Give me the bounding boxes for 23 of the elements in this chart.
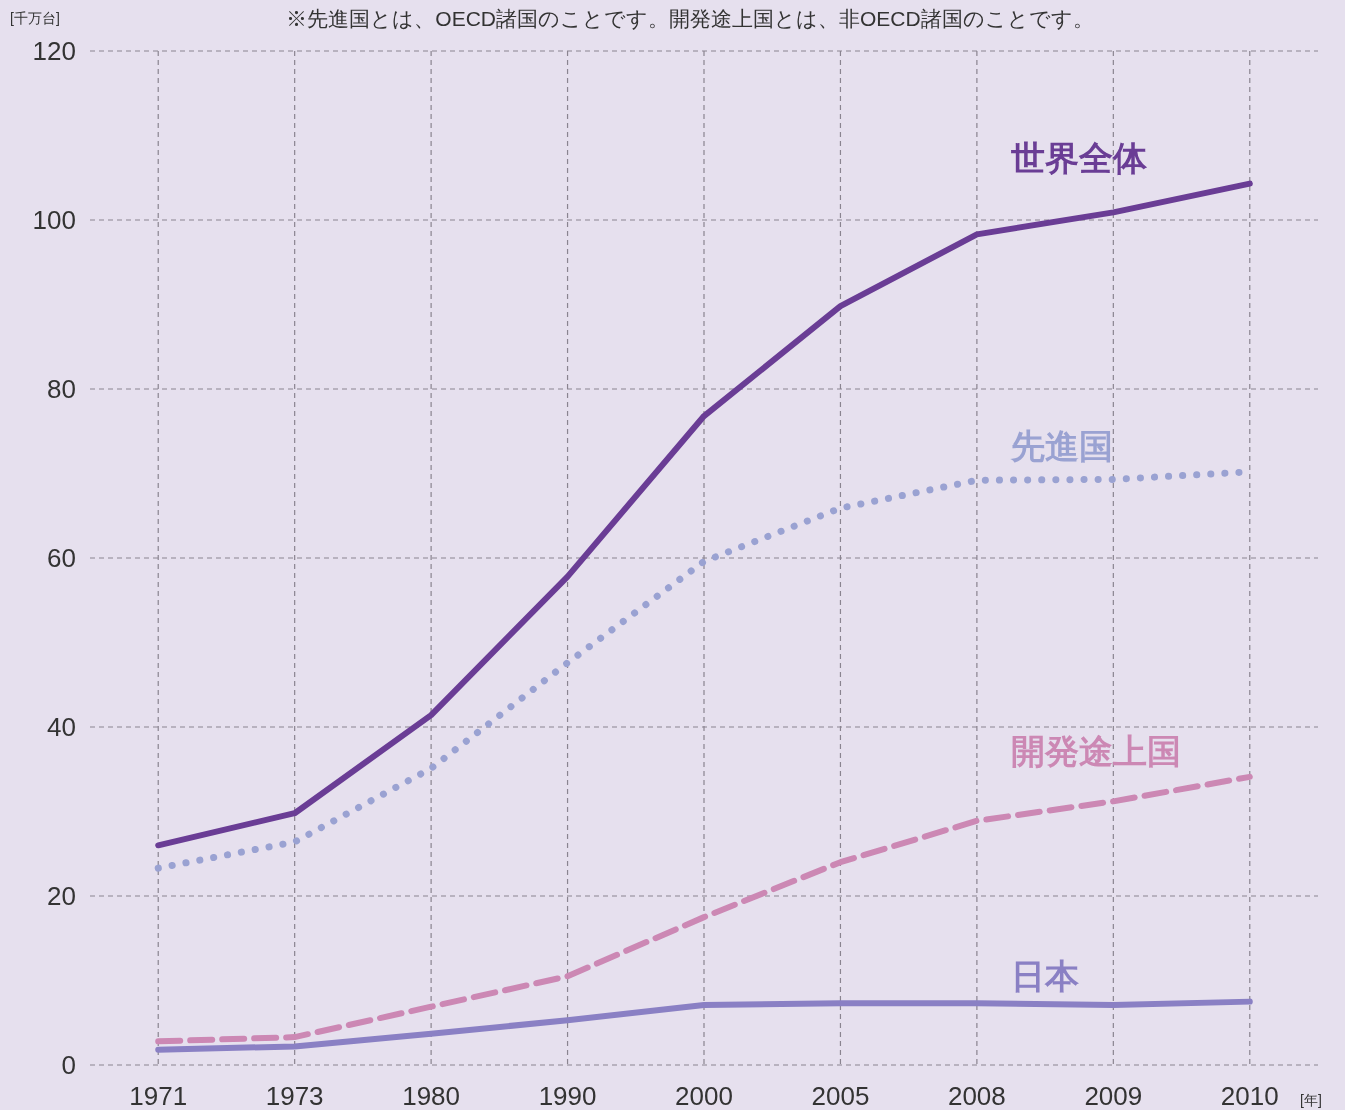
- x-tick-label: 2010: [1220, 1081, 1279, 1110]
- y-tick-label: 20: [47, 881, 76, 911]
- x-tick-label: 1973: [265, 1081, 324, 1110]
- x-tick-label: 1990: [538, 1081, 597, 1110]
- x-tick-label: 2009: [1084, 1081, 1143, 1110]
- series-label: 世界全体: [1010, 138, 1148, 177]
- x-tick-label: 2008: [947, 1081, 1006, 1110]
- x-tick-label: 1980: [402, 1081, 461, 1110]
- x-tick-label: 2005: [811, 1081, 870, 1110]
- x-tick-label: 1971: [129, 1081, 188, 1110]
- series-label: 先進国: [1010, 426, 1113, 465]
- y-axis-title: [千万台]: [10, 10, 60, 26]
- series-label: 日本: [1011, 956, 1080, 995]
- x-axis-title: [年]: [1300, 1092, 1322, 1108]
- y-tick-label: 120: [32, 36, 76, 66]
- y-tick-label: 0: [61, 1050, 76, 1080]
- y-tick-label: 80: [47, 374, 76, 404]
- series-label: 開発途上国: [1011, 731, 1181, 770]
- x-tick-label: 2000: [675, 1081, 733, 1110]
- text: ※先進国とは、OECD諸国のことです。開発途上国とは、非OECD諸国のことです。: [286, 6, 1094, 30]
- y-tick-label: 40: [47, 712, 76, 742]
- y-tick-label: 60: [47, 543, 76, 573]
- y-tick-label: 100: [32, 205, 76, 235]
